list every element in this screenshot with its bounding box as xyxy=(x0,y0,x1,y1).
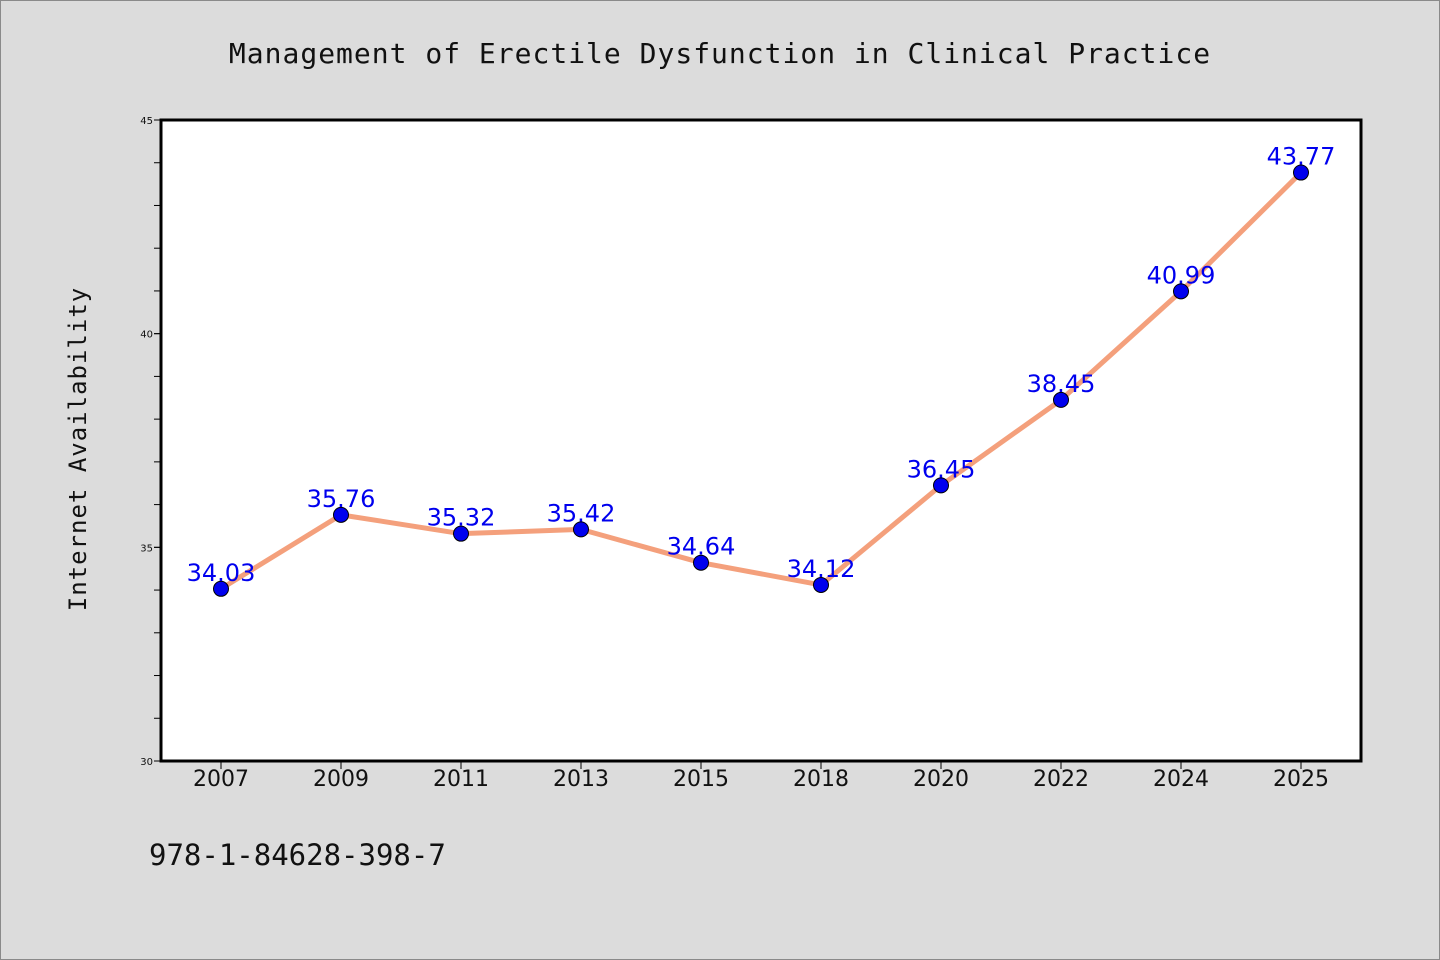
plot-area xyxy=(161,120,1361,761)
data-label: 43.77 xyxy=(1267,143,1336,171)
data-labels: 34.03 35.76 35.32 35.42 34.64 34.12 36.45 38.45… xyxy=(187,143,1336,587)
data-label: 34.03 xyxy=(187,559,256,587)
data-point-marker xyxy=(453,525,469,542)
y-tick-label: 45 xyxy=(140,116,153,127)
data-point-marker xyxy=(333,506,349,523)
isbn-footer: 978-1-84628-398-7 xyxy=(149,838,446,872)
x-tick-label: 2025 xyxy=(1273,767,1329,792)
data-label: 34.12 xyxy=(787,555,856,583)
y-tick-label: 30 xyxy=(140,757,153,768)
x-tick-label: 2024 xyxy=(1153,767,1209,792)
data-label: 36.45 xyxy=(907,455,976,483)
chart-title: Management of Erectile Dysfunction in Cl… xyxy=(229,37,1211,70)
data-point-marker xyxy=(1293,164,1309,181)
x-tick-label: 2020 xyxy=(913,767,969,792)
series-line-group xyxy=(218,170,1304,592)
data-point-marker xyxy=(813,576,829,593)
x-tick-label: 2015 xyxy=(673,767,729,792)
y-tick-label: 40 xyxy=(140,330,153,341)
x-tick-label: 2013 xyxy=(553,767,609,792)
data-point-marker xyxy=(1173,283,1189,300)
x-tick-label: 2009 xyxy=(313,767,369,792)
series-line xyxy=(218,170,1304,592)
data-point-marker xyxy=(1053,391,1069,408)
x-tick-label: 2018 xyxy=(793,767,849,792)
data-point-marker xyxy=(933,477,949,494)
data-label: 35.42 xyxy=(547,499,616,527)
data-label: 40.99 xyxy=(1147,261,1216,289)
data-label: 35.76 xyxy=(307,485,376,513)
data-point-marker xyxy=(573,521,589,538)
x-tick-label: 2022 xyxy=(1033,767,1089,792)
data-label: 38.45 xyxy=(1027,370,1096,398)
data-point-marker xyxy=(213,580,229,597)
y-tick-label: 35 xyxy=(140,543,153,554)
data-label: 34.64 xyxy=(667,533,736,561)
x-axis-ticks: 2007 2009 2011 2013 2015 2018 2020 2022 2024 2025 xyxy=(193,761,1329,792)
x-tick-label: 2011 xyxy=(433,767,489,792)
x-tick-label: 2007 xyxy=(193,767,249,792)
data-label: 35.32 xyxy=(427,504,496,532)
plot-frame xyxy=(159,118,1363,763)
data-point-marker xyxy=(693,554,709,571)
y-axis-label: Internet Availability xyxy=(64,287,92,611)
data-markers xyxy=(213,164,1309,597)
y-axis-ticks: 30 35 40 45 xyxy=(140,116,161,768)
